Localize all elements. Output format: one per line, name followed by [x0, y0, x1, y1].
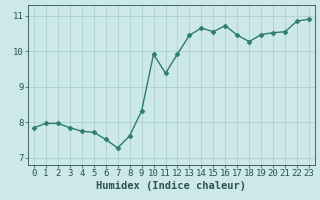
X-axis label: Humidex (Indice chaleur): Humidex (Indice chaleur)	[97, 181, 246, 191]
